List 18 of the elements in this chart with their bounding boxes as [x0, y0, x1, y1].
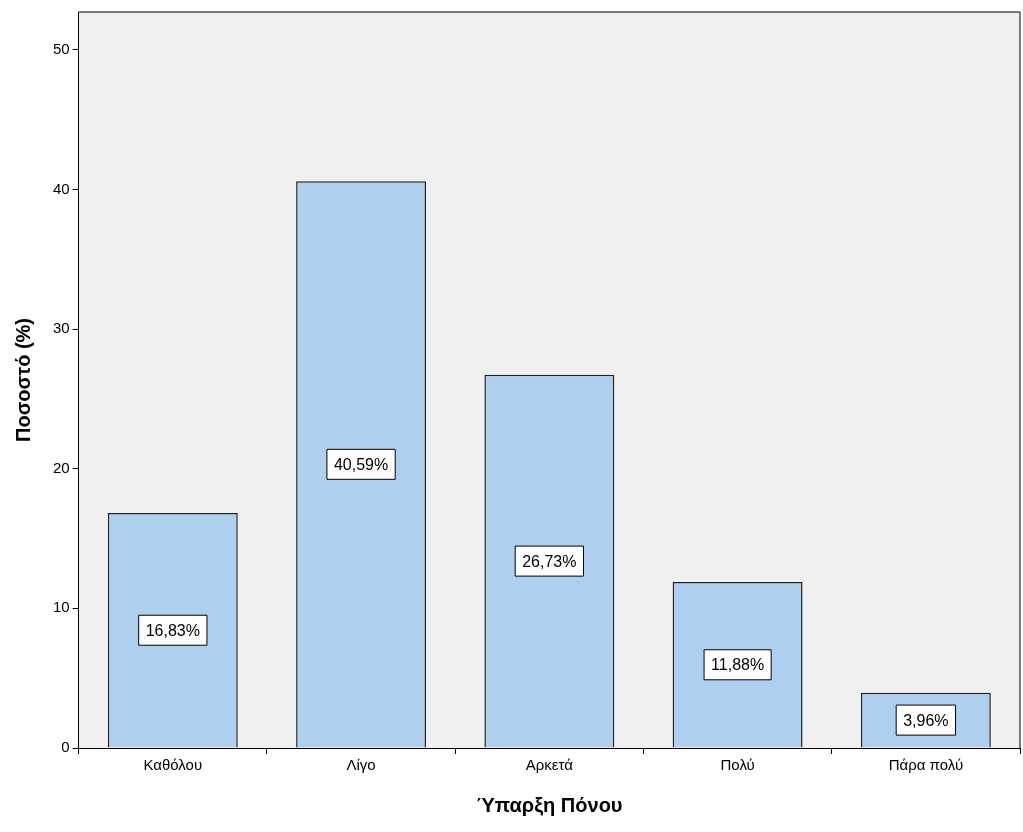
data-label: 3,96% [903, 711, 949, 729]
x-tick-label: Λίγο [346, 756, 376, 774]
y-tick-label: 50 [53, 39, 70, 57]
y-axis-title: Ποσοστό (%) [11, 317, 34, 443]
data-label: 16,83% [145, 621, 200, 639]
y-tick-label: 0 [61, 738, 70, 756]
y-tick-label: 10 [53, 598, 70, 616]
y-tick-label: 20 [53, 458, 70, 476]
y-tick-label: 30 [53, 319, 70, 337]
data-label: 40,59% [333, 455, 389, 473]
y-tick-label: 40 [53, 179, 70, 197]
data-label: 11,88% [711, 656, 765, 674]
x-tick-label: Πάρα πολύ [888, 756, 964, 774]
x-tick-label: Πολύ [720, 756, 755, 774]
x-axis-title: Ύπαρξη Πόνου [476, 793, 623, 816]
x-tick-label: Καθόλου [143, 756, 203, 774]
x-tick-label: Αρκετά [525, 756, 574, 774]
data-label: 26,73% [522, 552, 577, 570]
